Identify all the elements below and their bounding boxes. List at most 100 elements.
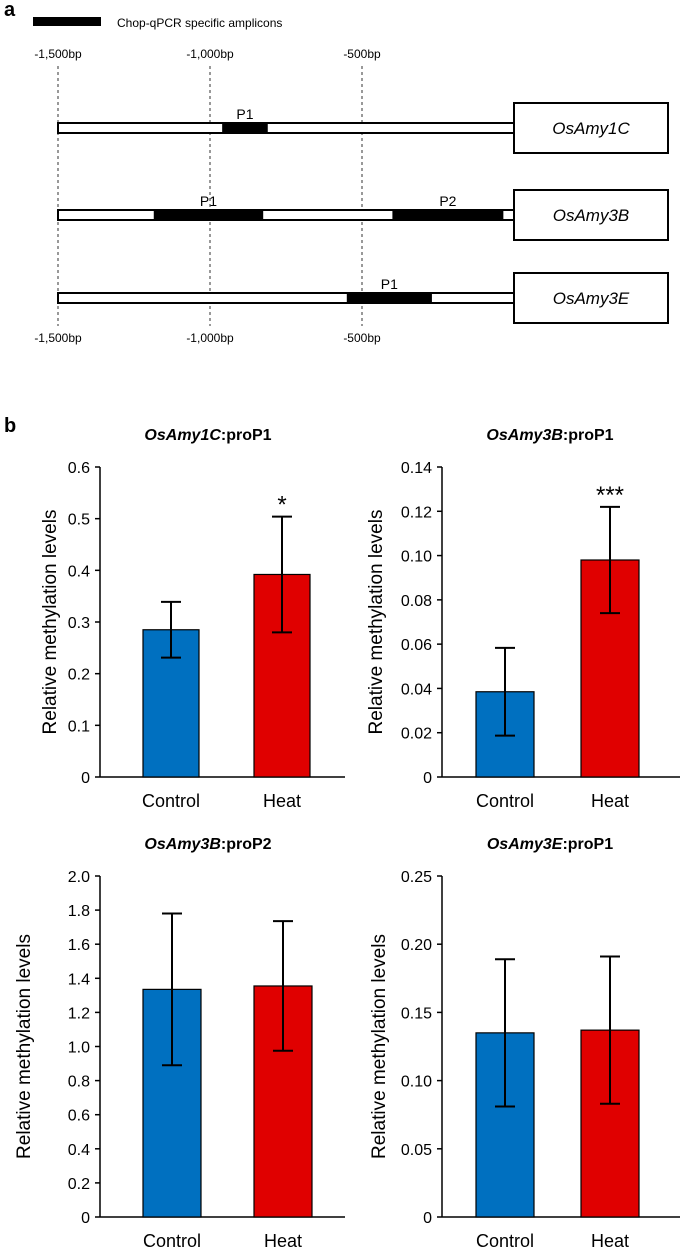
bottom-tick-1500: -1,500bp: [34, 331, 82, 345]
significance-marker: *: [277, 492, 286, 519]
y-tick-label: 1.6: [68, 937, 90, 954]
y-tick-label: 0.05: [401, 1142, 432, 1159]
y-tick-label: 0.3: [68, 615, 90, 632]
y-tick-label: 0.2: [68, 1176, 90, 1193]
x-category-label: Control: [476, 791, 534, 811]
x-category-label: Control: [476, 1231, 534, 1251]
chart-title-suffix: :proP2: [221, 836, 272, 853]
gene-diagrams: P1 OsAmy1C P1 P2 OsAmy3B P1 OsAmy3E: [57, 102, 669, 324]
gene-name: OsAmy3B: [553, 206, 630, 225]
legend-swatch: [33, 17, 101, 26]
amplicon-label: P2: [439, 193, 456, 209]
amplicon-P1: [222, 123, 268, 133]
bottom-tick-1000: -1,000bp: [186, 331, 234, 345]
panel-a-label: a: [4, 0, 16, 21]
y-tick-label: 0: [423, 770, 432, 787]
y-tick-label: 0: [81, 1210, 90, 1227]
y-tick-label: 0.4: [68, 563, 90, 580]
x-category-label: Heat: [264, 1231, 302, 1251]
y-tick-label: 0: [423, 1210, 432, 1227]
amplicon-label: P1: [381, 276, 398, 292]
chart-2: OsAmy3B:proP1 Relative methylation levels…: [366, 427, 680, 811]
gene-box: [513, 102, 669, 154]
error-bar: [272, 515, 292, 634]
significance-marker: ***: [596, 482, 624, 509]
error-bar: [162, 912, 182, 1067]
y-tick-label: 0.5: [68, 512, 90, 529]
y-tick-label: 0.12: [401, 504, 432, 521]
gene-row-OsAmy3B: P1 P2 OsAmy3B: [57, 189, 669, 241]
chart-title-suffix: :proP1: [221, 427, 272, 444]
amplicon-P1: [153, 210, 264, 220]
promoter-bar: [57, 292, 515, 304]
top-tick-1000: -1,000bp: [186, 47, 234, 61]
y-tick-label: 2.0: [68, 869, 90, 886]
amplicon-P2: [392, 210, 504, 220]
error-bar: [600, 505, 620, 615]
y-tick-label: 0.20: [401, 937, 432, 954]
y-tick-label: 0.1: [68, 718, 90, 735]
gene-name: OsAmy1C: [552, 119, 630, 138]
y-tick-label: 0: [81, 770, 90, 787]
chart-title-gene: OsAmy3B: [144, 836, 220, 853]
y-tick-label: 0.10: [401, 1074, 432, 1091]
y-tick-label: 1.4: [68, 971, 90, 988]
chart-title-suffix: :proP1: [562, 836, 613, 853]
gene-row-OsAmy3E: P1 OsAmy3E: [57, 272, 669, 324]
y-tick-label: 1.2: [68, 1005, 90, 1022]
bottom-tick-500: -500bp: [343, 331, 381, 345]
y-tick-label: 0.8: [68, 1074, 90, 1091]
error-bar: [273, 920, 293, 1052]
x-category-label: Control: [142, 791, 200, 811]
chart-1: OsAmy1C:proP1 Relative methylation levels…: [40, 427, 345, 811]
error-bar: [495, 646, 515, 737]
y-tick-label: 1.0: [68, 1040, 90, 1057]
gene-row-OsAmy1C: P1 OsAmy1C: [57, 102, 669, 154]
chart-title: OsAmy3E:proP1: [487, 836, 613, 853]
y-tick-label: 0.4: [68, 1142, 90, 1159]
gene-box: [513, 189, 669, 241]
promoter-bar: [57, 122, 515, 134]
x-category-label: Control: [143, 1231, 201, 1251]
amplicon-P1: [346, 293, 432, 303]
chart-title-gene: OsAmy3B: [486, 427, 562, 444]
y-tick-label: 0.08: [401, 593, 432, 610]
y-tick-label: 0.06: [401, 637, 432, 654]
error-bar: [161, 600, 181, 659]
x-category-label: Heat: [591, 791, 629, 811]
y-tick-label: 1.8: [68, 903, 90, 920]
amplicon-label: P1: [200, 193, 217, 209]
chart-4: OsAmy3E:proP1 Relative methylation levels…: [369, 836, 680, 1251]
chart-title: OsAmy3B:proP2: [144, 836, 271, 853]
y-tick-label: 0.25: [401, 869, 432, 886]
error-bar: [600, 955, 620, 1105]
y-tick-label: 0.04: [401, 681, 432, 698]
error-bar: [495, 958, 515, 1108]
amplicon-label: P1: [236, 106, 253, 122]
y-axis-label: Relative methylation levels: [369, 934, 390, 1159]
chart-title-gene: OsAmy3E: [487, 836, 564, 853]
y-tick-label: 0.6: [68, 460, 90, 477]
y-tick-label: 0.15: [401, 1005, 432, 1022]
chart-title-suffix: :proP1: [563, 427, 614, 444]
x-category-label: Heat: [591, 1231, 629, 1251]
chart-title: OsAmy1C:proP1: [144, 427, 271, 444]
legend-label: Chop-qPCR specific amplicons: [117, 16, 282, 30]
panel-b-label: b: [4, 415, 16, 437]
chart-3: OsAmy3B:proP2 Relative methylation levels…: [14, 836, 345, 1251]
gene-box: [513, 272, 669, 324]
y-tick-label: 0.6: [68, 1108, 90, 1125]
y-axis-label: Relative methylation levels: [14, 934, 35, 1159]
guide-lines: [57, 66, 363, 326]
chart-title-gene: OsAmy1C: [144, 427, 221, 444]
y-tick-label: 0.02: [401, 726, 432, 743]
y-tick-label: 0.14: [401, 460, 432, 477]
y-axis-label: Relative methylation levels: [40, 510, 61, 735]
top-tick-1500: -1,500bp: [34, 47, 82, 61]
gene-name: OsAmy3E: [553, 289, 630, 308]
y-axis-label: Relative methylation levels: [366, 510, 387, 735]
y-tick-label: 0.2: [68, 667, 90, 684]
y-tick-label: 0.10: [401, 549, 432, 566]
